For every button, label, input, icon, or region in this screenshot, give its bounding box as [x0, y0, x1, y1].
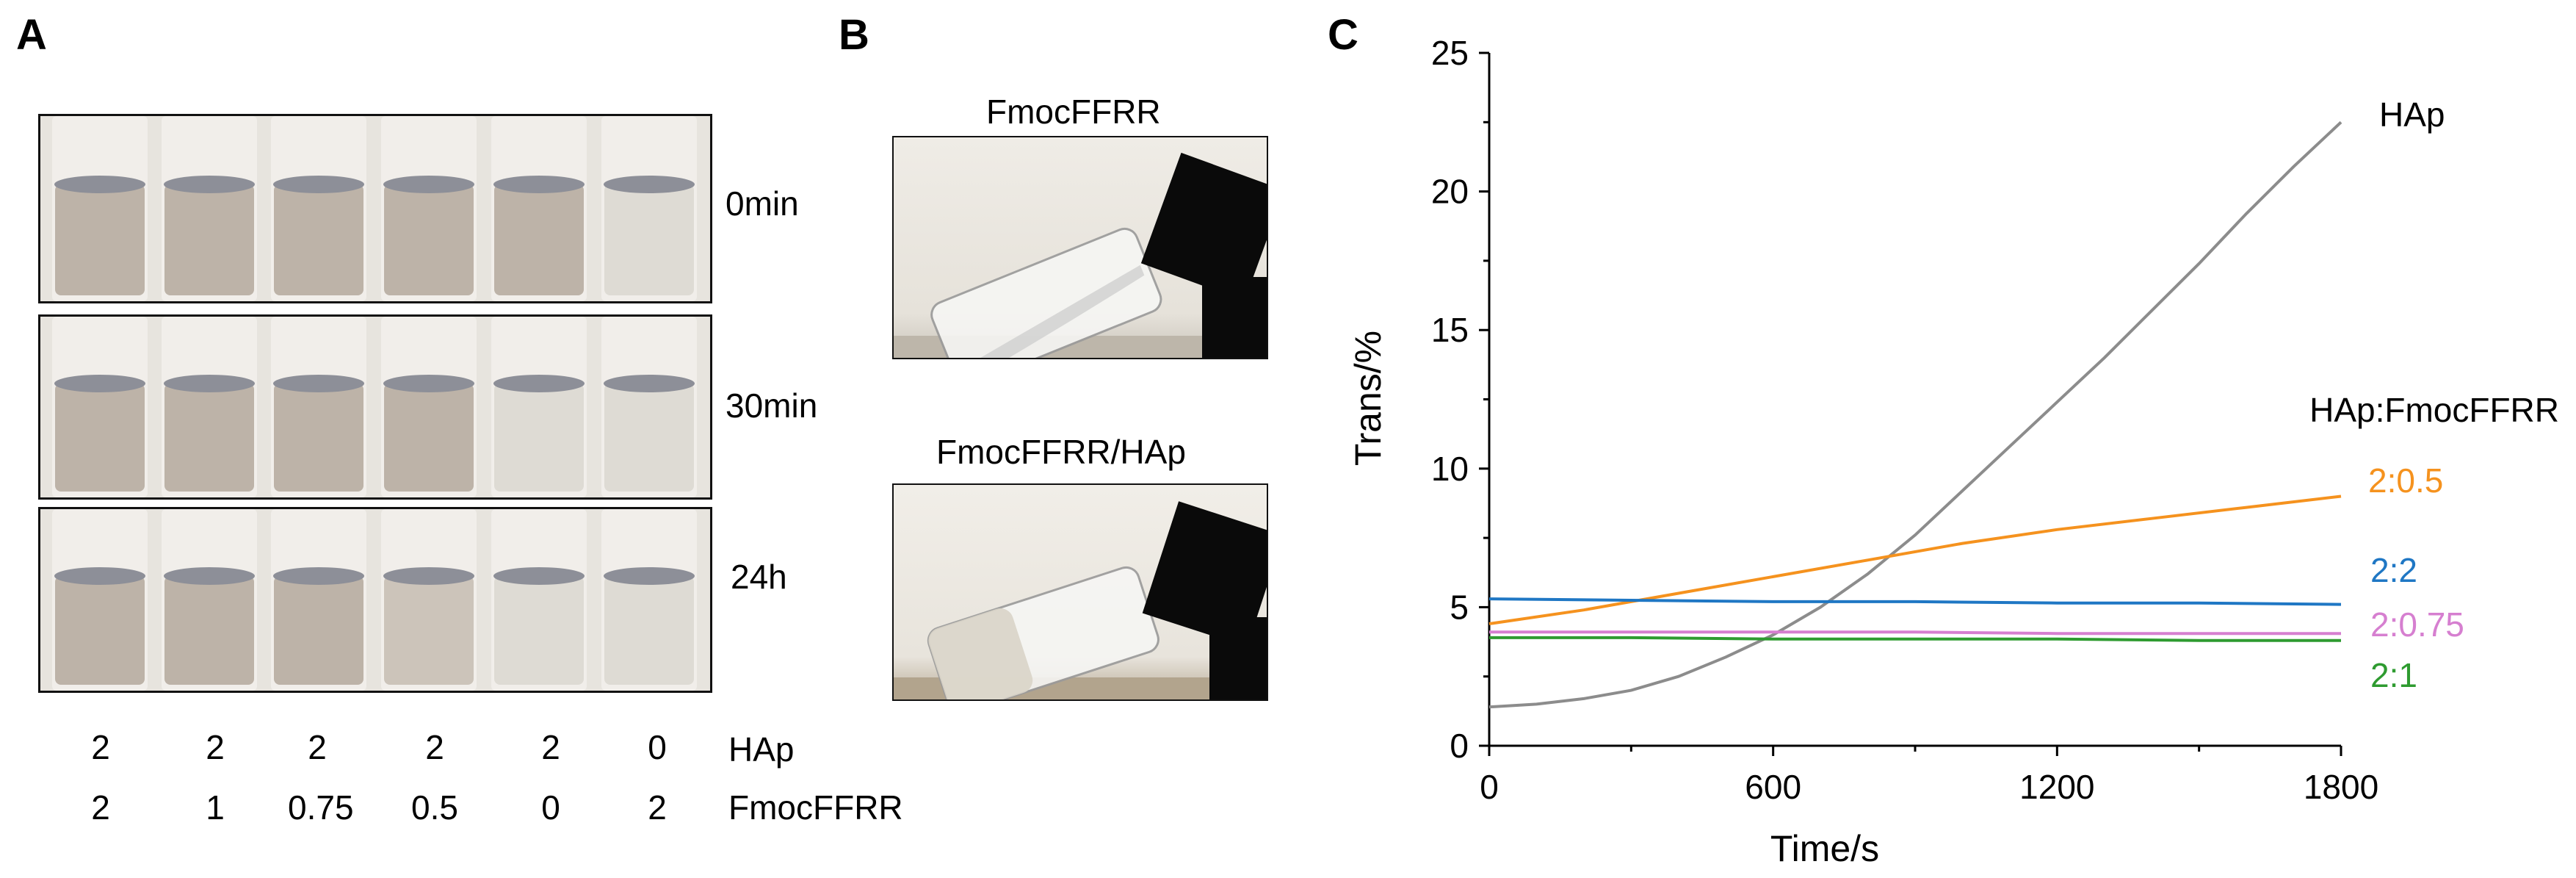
- vial-photo-fmocffrr-hap: [892, 483, 1268, 701]
- vial-row-1: [38, 314, 712, 500]
- vial-photo-fmocffrr: [892, 136, 1268, 359]
- x-tick-label: 1200: [2019, 768, 2094, 806]
- time-label-30min: 30min: [726, 386, 818, 425]
- y-tick-label: 10: [1431, 450, 1469, 488]
- y-tick-label: 25: [1431, 34, 1469, 72]
- x-tick-label: 600: [1745, 768, 1801, 806]
- time-label-0min: 0min: [726, 184, 799, 223]
- hap-value-1: 2: [206, 728, 225, 766]
- series-label-HAp: HAp: [2379, 96, 2445, 134]
- legend-title: HAp:FmocFFRR: [2309, 391, 2559, 429]
- panel-letter-a: A: [16, 11, 47, 59]
- chart-axes: 0 5 10 15 20 25 0 600 1200 1800: [1431, 34, 2378, 806]
- series-line-2-2: [1488, 597, 2342, 606]
- fmoc-row-label: FmocFFRR: [728, 788, 903, 827]
- fmoc-value-5: 2: [648, 788, 667, 827]
- series-line-HAp: [1488, 120, 2342, 709]
- panel-b-label-fmocffrr-hap: FmocFFRR/HAp: [936, 433, 1186, 471]
- x-axis-label: Time/s: [1770, 828, 1879, 869]
- series-label-2-0-5: 2:0.5: [2368, 461, 2443, 500]
- panel-letter-c: C: [1328, 11, 1358, 59]
- time-label-24h: 24h: [731, 558, 787, 596]
- x-tick-label: 1800: [2304, 768, 2378, 806]
- hap-value-2: 2: [308, 728, 327, 766]
- series-label-2-0-75: 2:0.75: [2370, 605, 2464, 644]
- series-label-2-1: 2:1: [2370, 656, 2417, 694]
- fmoc-value-3: 0.5: [411, 788, 458, 827]
- chart-series-labels: HAp 2:0.5 2:2 2:0.75 2:1: [2368, 96, 2464, 694]
- fmoc-value-0: 2: [91, 788, 110, 827]
- fmoc-value-2: 0.75: [288, 788, 354, 827]
- hap-value-0: 2: [91, 728, 110, 766]
- x-tick-label: 0: [1480, 768, 1499, 806]
- chart-series: [1488, 120, 2342, 709]
- y-tick-label: 5: [1450, 588, 1469, 626]
- y-tick-label: 20: [1431, 173, 1469, 211]
- series-line-2-1: [1489, 636, 2341, 642]
- panel-b-label-fmocffrr: FmocFFRR: [986, 93, 1161, 131]
- fmoc-value-1: 1: [206, 788, 225, 827]
- y-tick-label: 15: [1431, 311, 1469, 349]
- y-tick-label: 0: [1450, 727, 1469, 765]
- series-line-2-0-75: [1489, 630, 2341, 636]
- y-axis-label: Trans/%: [1347, 331, 1389, 466]
- series-line-2-0-5: [1488, 494, 2342, 625]
- fmoc-value-4: 0: [541, 788, 560, 827]
- hap-value-5: 0: [648, 728, 667, 766]
- vial-row-2: [38, 507, 712, 693]
- hap-value-4: 2: [541, 728, 560, 766]
- series-label-2-2: 2:2: [2370, 551, 2417, 589]
- panel-letter-b: B: [839, 11, 869, 59]
- hap-value-3: 2: [425, 728, 444, 766]
- hap-row-label: HAp: [728, 730, 795, 769]
- vial-row-0: [38, 114, 712, 303]
